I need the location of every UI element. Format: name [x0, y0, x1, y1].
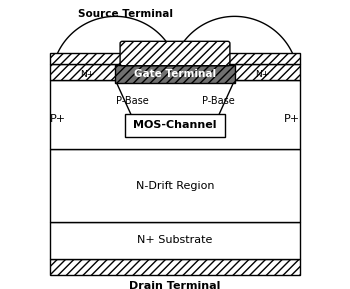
- Text: N+: N+: [80, 71, 95, 79]
- Bar: [50, 53, 300, 64]
- Text: N-Drift Region: N-Drift Region: [136, 181, 214, 191]
- Text: MOS-Channel: MOS-Channel: [133, 121, 217, 131]
- Bar: [50, 222, 300, 259]
- Bar: [116, 65, 234, 83]
- Text: P-Base: P-Base: [202, 96, 235, 106]
- Text: P+: P+: [50, 114, 66, 124]
- Bar: [50, 149, 300, 222]
- Bar: [125, 114, 225, 137]
- Bar: [50, 64, 300, 80]
- Text: N+: N+: [255, 71, 270, 79]
- Text: Source Terminal: Source Terminal: [78, 9, 173, 19]
- Text: P-Base: P-Base: [116, 96, 148, 106]
- Bar: [50, 259, 300, 275]
- Text: P+: P+: [284, 114, 300, 124]
- Text: Gate Terminal: Gate Terminal: [134, 69, 216, 79]
- Text: N+ Substrate: N+ Substrate: [137, 236, 213, 245]
- Bar: [50, 80, 300, 149]
- FancyBboxPatch shape: [120, 41, 230, 66]
- Text: Drain Terminal: Drain Terminal: [129, 281, 221, 289]
